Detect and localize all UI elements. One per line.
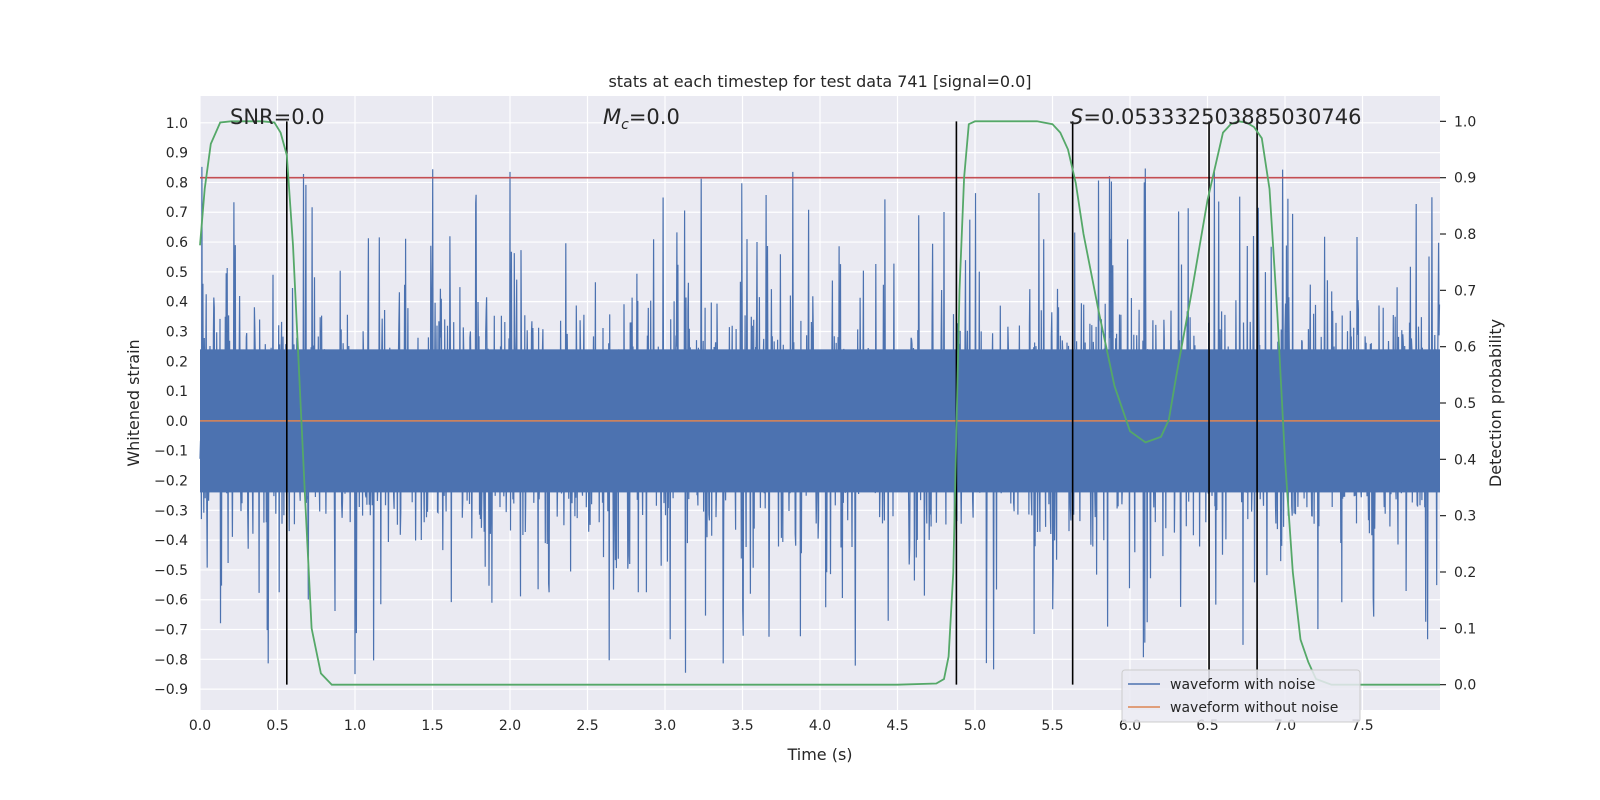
y-right-tick-label: 0.8 bbox=[1454, 227, 1476, 243]
y-left-tick-label: 0.1 bbox=[166, 384, 188, 400]
y-left-tick-label: 1.0 bbox=[166, 116, 188, 132]
tick-labels: 0.0 0.5 1.0 1.5 2.0 2.5 3.0 3.5 4.0 4.5 5.0 5.5 6.0 6… bbox=[154, 114, 1476, 734]
y-left-tick-label: 0.0 bbox=[166, 414, 188, 430]
s-annotation: S=0.053332503885030746 bbox=[1070, 105, 1362, 129]
x-tick-label: 4.5 bbox=[886, 718, 908, 734]
legend-box bbox=[1121, 669, 1361, 723]
x-tick-label: 2.0 bbox=[499, 718, 521, 734]
snr-annotation: SNR=0.0 bbox=[230, 105, 325, 129]
x-tick-label: 0.0 bbox=[189, 718, 211, 734]
y-left-tick-label: 0.5 bbox=[166, 265, 188, 281]
y-right-tick-label: 0.7 bbox=[1454, 283, 1476, 299]
y-left-tick-label: 0.2 bbox=[166, 354, 188, 370]
x-tick-label: 2.5 bbox=[576, 718, 598, 734]
y-left-tick-label: −0.4 bbox=[154, 533, 188, 549]
y-right-tick-label: 0.5 bbox=[1454, 396, 1476, 412]
y-right-tick-label: 0.2 bbox=[1454, 565, 1476, 581]
x-tick-label: 5.0 bbox=[964, 718, 986, 734]
mc-annotation: Mc=0.0 bbox=[603, 105, 680, 133]
y-left-tick-label: 0.7 bbox=[166, 205, 188, 221]
y-right-tick-label: 0.0 bbox=[1454, 678, 1476, 694]
y-left-tick-label: −0.7 bbox=[154, 623, 188, 639]
y-left-tick-label: −0.3 bbox=[154, 503, 188, 519]
s-symbol: S bbox=[1070, 105, 1083, 129]
legend-label-noise: waveform with noise bbox=[1170, 677, 1315, 693]
s-value: =0.05333250388503074 bbox=[1083, 105, 1348, 129]
chart-marks bbox=[199, 120, 1440, 686]
y-axis-right-label: Detection probability bbox=[1486, 319, 1505, 487]
mc-subscript: c bbox=[621, 117, 629, 133]
chart-title: stats at each timestep for test data 741… bbox=[608, 72, 1031, 91]
legend: waveform with noise waveform without noi… bbox=[1121, 669, 1361, 723]
x-tick-label: 1.0 bbox=[344, 718, 366, 734]
y-axis-left-label: Whitened strain bbox=[124, 339, 143, 466]
x-axis-label: Time (s) bbox=[786, 745, 852, 764]
x-tick-label: 5.5 bbox=[1041, 718, 1063, 734]
x-tick-label: 1.5 bbox=[421, 718, 443, 734]
y-left-tick-label: −0.2 bbox=[154, 473, 188, 489]
y-left-tick-label: 0.4 bbox=[166, 295, 188, 311]
y-right-tick-label: 0.6 bbox=[1454, 340, 1476, 356]
y-left-tick-label: 0.6 bbox=[166, 235, 188, 251]
y-left-tick-label: −0.1 bbox=[154, 444, 188, 460]
y-left-tick-label: 0.8 bbox=[166, 175, 188, 191]
y-right-tick-label: 0.3 bbox=[1454, 509, 1476, 525]
y-right-tick-label: 0.1 bbox=[1454, 621, 1476, 637]
y-right-tick-label: 0.4 bbox=[1454, 452, 1476, 468]
x-tick-label: 3.5 bbox=[731, 718, 753, 734]
x-tick-label: 3.0 bbox=[654, 718, 676, 734]
y-left-tick-label: 0.9 bbox=[166, 146, 188, 162]
s-value-last-digit: 6 bbox=[1348, 105, 1361, 129]
x-tick-label: 4.0 bbox=[809, 718, 831, 734]
y-left-tick-label: −0.5 bbox=[154, 563, 188, 579]
y-right-tick-label: 1.0 bbox=[1454, 114, 1476, 130]
y-left-tick-label: −0.9 bbox=[154, 682, 188, 698]
detection-probability-line bbox=[199, 120, 1440, 686]
y-left-tick-label: 0.3 bbox=[166, 324, 188, 340]
x-tick-label: 0.5 bbox=[266, 718, 288, 734]
y-left-tick-label: −0.6 bbox=[154, 593, 188, 609]
y-right-tick-label: 0.9 bbox=[1454, 171, 1476, 187]
legend-label-clean: waveform without noise bbox=[1170, 700, 1338, 716]
mc-value: =0.0 bbox=[629, 105, 680, 129]
y-left-tick-label: −0.8 bbox=[154, 652, 188, 668]
mc-symbol: M bbox=[603, 105, 621, 129]
